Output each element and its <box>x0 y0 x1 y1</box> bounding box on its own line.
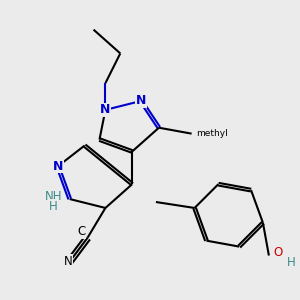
Text: N: N <box>53 160 63 173</box>
Text: H: H <box>287 256 296 269</box>
Text: H: H <box>49 200 58 213</box>
Text: O: O <box>273 246 283 259</box>
Text: N: N <box>136 94 146 107</box>
Text: N: N <box>100 103 111 116</box>
Text: methyl: methyl <box>196 129 228 138</box>
Text: C: C <box>77 225 86 238</box>
Text: NH: NH <box>45 190 62 202</box>
Text: N: N <box>64 255 73 268</box>
